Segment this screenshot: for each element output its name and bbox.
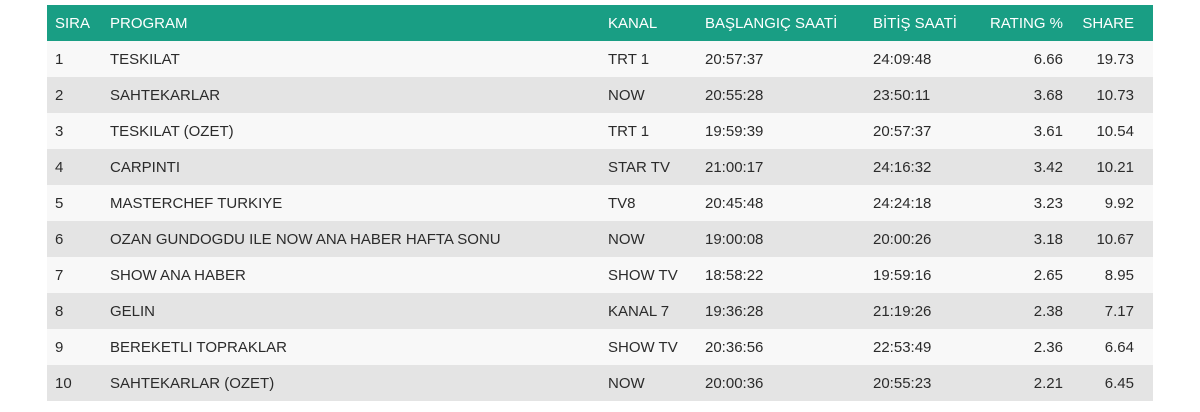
header-cell: BİTİŞ SAATİ xyxy=(873,14,957,32)
table-row: 10 SAHTEKARLAR (OZET) NOW 20:00:36 20:55:23 2… xyxy=(47,365,1153,401)
table-cell: STAR TV xyxy=(608,158,670,176)
table-row: 4 CARPINTI STAR TV 21:00:17 24:16:32 3.42 10.2… xyxy=(47,149,1153,185)
table-cell: 6 xyxy=(55,230,64,248)
table-row: 6 OZAN GUNDOGDU ILE NOW ANA HABER HAFTA S… xyxy=(47,221,1153,257)
table-cell: 2.36 xyxy=(1033,338,1063,356)
table-cell: SAHTEKARLAR (OZET) xyxy=(110,374,275,392)
table-cell: GELIN xyxy=(110,302,156,320)
table-cell: 10.67 xyxy=(1096,230,1134,248)
table-row: 5 MASTERCHEF TURKIYE TV8 20:45:48 24:24:18 3.… xyxy=(47,185,1153,221)
table-row: 1 TESKILAT TRT 1 20:57:37 24:09:48 6.66 19.73 xyxy=(47,41,1153,77)
table-cell: 19:59:16 xyxy=(873,266,932,284)
table-cell: TRT 1 xyxy=(608,50,650,68)
header-cell: SIRA xyxy=(55,14,91,32)
table-cell: 21:19:26 xyxy=(873,302,932,320)
table-cell: SHOW TV xyxy=(608,266,678,284)
table-cell: 20:00:26 xyxy=(873,230,932,248)
table-cell: 2.65 xyxy=(1033,266,1063,284)
table-cell: TRT 1 xyxy=(608,122,650,140)
table-cell: 19:59:39 xyxy=(705,122,764,140)
table-cell: NOW xyxy=(608,374,645,392)
table-cell: 10 xyxy=(55,374,72,392)
table-cell: 18:58:22 xyxy=(705,266,764,284)
table-cell: 10.21 xyxy=(1096,158,1134,176)
table-cell: 23:50:11 xyxy=(873,86,931,104)
table-cell: SAHTEKARLAR xyxy=(110,86,221,104)
table-cell: 24:24:18 xyxy=(873,194,932,212)
table-cell: 20:55:23 xyxy=(873,374,932,392)
table-cell: 20:57:37 xyxy=(705,50,764,68)
table-cell: SHOW TV xyxy=(608,338,678,356)
table-cell: 10.54 xyxy=(1096,122,1134,140)
table-cell: 8.95 xyxy=(1104,266,1134,284)
table-cell: SHOW ANA HABER xyxy=(110,266,246,284)
table-cell: 3 xyxy=(55,122,64,140)
header-cell: BAŞLANGIÇ SAATİ xyxy=(705,14,838,32)
table-cell: 9 xyxy=(55,338,64,356)
header-cell: SHARE xyxy=(1082,14,1134,32)
table-cell: 20:55:28 xyxy=(705,86,764,104)
table-cell: MASTERCHEF TURKIYE xyxy=(110,194,283,212)
table-cell: 2 xyxy=(55,86,64,104)
table-cell: 19:36:28 xyxy=(705,302,764,320)
table-row: 9 BEREKETLI TOPRAKLAR SHOW TV 20:36:56 22:53… xyxy=(47,329,1153,365)
table-cell: NOW xyxy=(608,86,645,104)
table-cell: 22:53:49 xyxy=(873,338,932,356)
table-cell: 21:00:17 xyxy=(705,158,764,176)
table-cell: 4 xyxy=(55,158,64,176)
table-cell: 3.61 xyxy=(1033,122,1063,140)
table-cell: 20:36:56 xyxy=(705,338,764,356)
table-cell: 6.66 xyxy=(1033,50,1063,68)
table-cell: 1 xyxy=(55,50,64,68)
table-cell: 2.38 xyxy=(1033,302,1063,320)
table-cell: KANAL 7 xyxy=(608,302,670,320)
table-cell: 7 xyxy=(55,266,64,284)
header-row: SIRA PROGRAM KANAL BAŞLANGIÇ SAATİ BİTİŞ SAA… xyxy=(47,5,1153,41)
table-cell: 19:00:08 xyxy=(705,230,764,248)
table-cell: OZAN GUNDOGDU ILE NOW ANA HABER HAFTA SO… xyxy=(110,230,501,248)
table-row: 8 GELIN KANAL 7 19:36:28 21:19:26 2.38 7.17 xyxy=(47,293,1153,329)
table-cell: 6.64 xyxy=(1104,338,1134,356)
table-cell: TESKILAT (OZET) xyxy=(110,122,234,140)
table-cell: 9.92 xyxy=(1104,194,1134,212)
table-cell: 19.73 xyxy=(1096,50,1134,68)
table-cell: 2.21 xyxy=(1033,374,1063,392)
table-cell: 3.23 xyxy=(1033,194,1063,212)
table-row: 7 SHOW ANA HABER SHOW TV 18:58:22 19:59:16 2.… xyxy=(47,257,1153,293)
header-cell: RATING % xyxy=(989,14,1063,32)
table-row: 2 SAHTEKARLAR NOW 20:55:28 23:50:11 3.68 10.73 xyxy=(47,77,1153,113)
table-cell: 10.73 xyxy=(1096,86,1134,104)
table-cell: NOW xyxy=(608,230,645,248)
header-cell: KANAL xyxy=(608,14,658,32)
table-cell: CARPINTI xyxy=(110,158,181,176)
table-cell: 5 xyxy=(55,194,64,212)
table-cell: 8 xyxy=(55,302,64,320)
table-cell: 24:09:48 xyxy=(873,50,932,68)
table-row: 3 TESKILAT (OZET) TRT 1 19:59:39 20:57:37 3.6… xyxy=(47,113,1153,149)
table-cell: BEREKETLI TOPRAKLAR xyxy=(110,338,288,356)
ratings-table: SIRA PROGRAM KANAL BAŞLANGIÇ SAATİ BİTİŞ SAA… xyxy=(47,5,1153,401)
table-cell: 3.18 xyxy=(1033,230,1063,248)
header-cell: PROGRAM xyxy=(110,14,188,32)
table-cell: 7.17 xyxy=(1104,302,1134,320)
table-cell: TESKILAT xyxy=(110,50,180,68)
table-header: SIRA PROGRAM KANAL BAŞLANGIÇ SAATİ BİTİŞ SAA… xyxy=(47,5,1153,41)
table-cell: 3.42 xyxy=(1033,158,1063,176)
table-cell: 24:16:32 xyxy=(873,158,932,176)
table-body: 1 TESKILAT TRT 1 20:57:37 24:09:48 6.66 19.73 2… xyxy=(47,41,1153,401)
table-cell: 3.68 xyxy=(1033,86,1063,104)
table-cell: 20:45:48 xyxy=(705,194,764,212)
table-cell: 20:00:36 xyxy=(705,374,764,392)
table-cell: TV8 xyxy=(608,194,636,212)
table-cell: 6.45 xyxy=(1104,374,1134,392)
table-cell: 20:57:37 xyxy=(873,122,932,140)
